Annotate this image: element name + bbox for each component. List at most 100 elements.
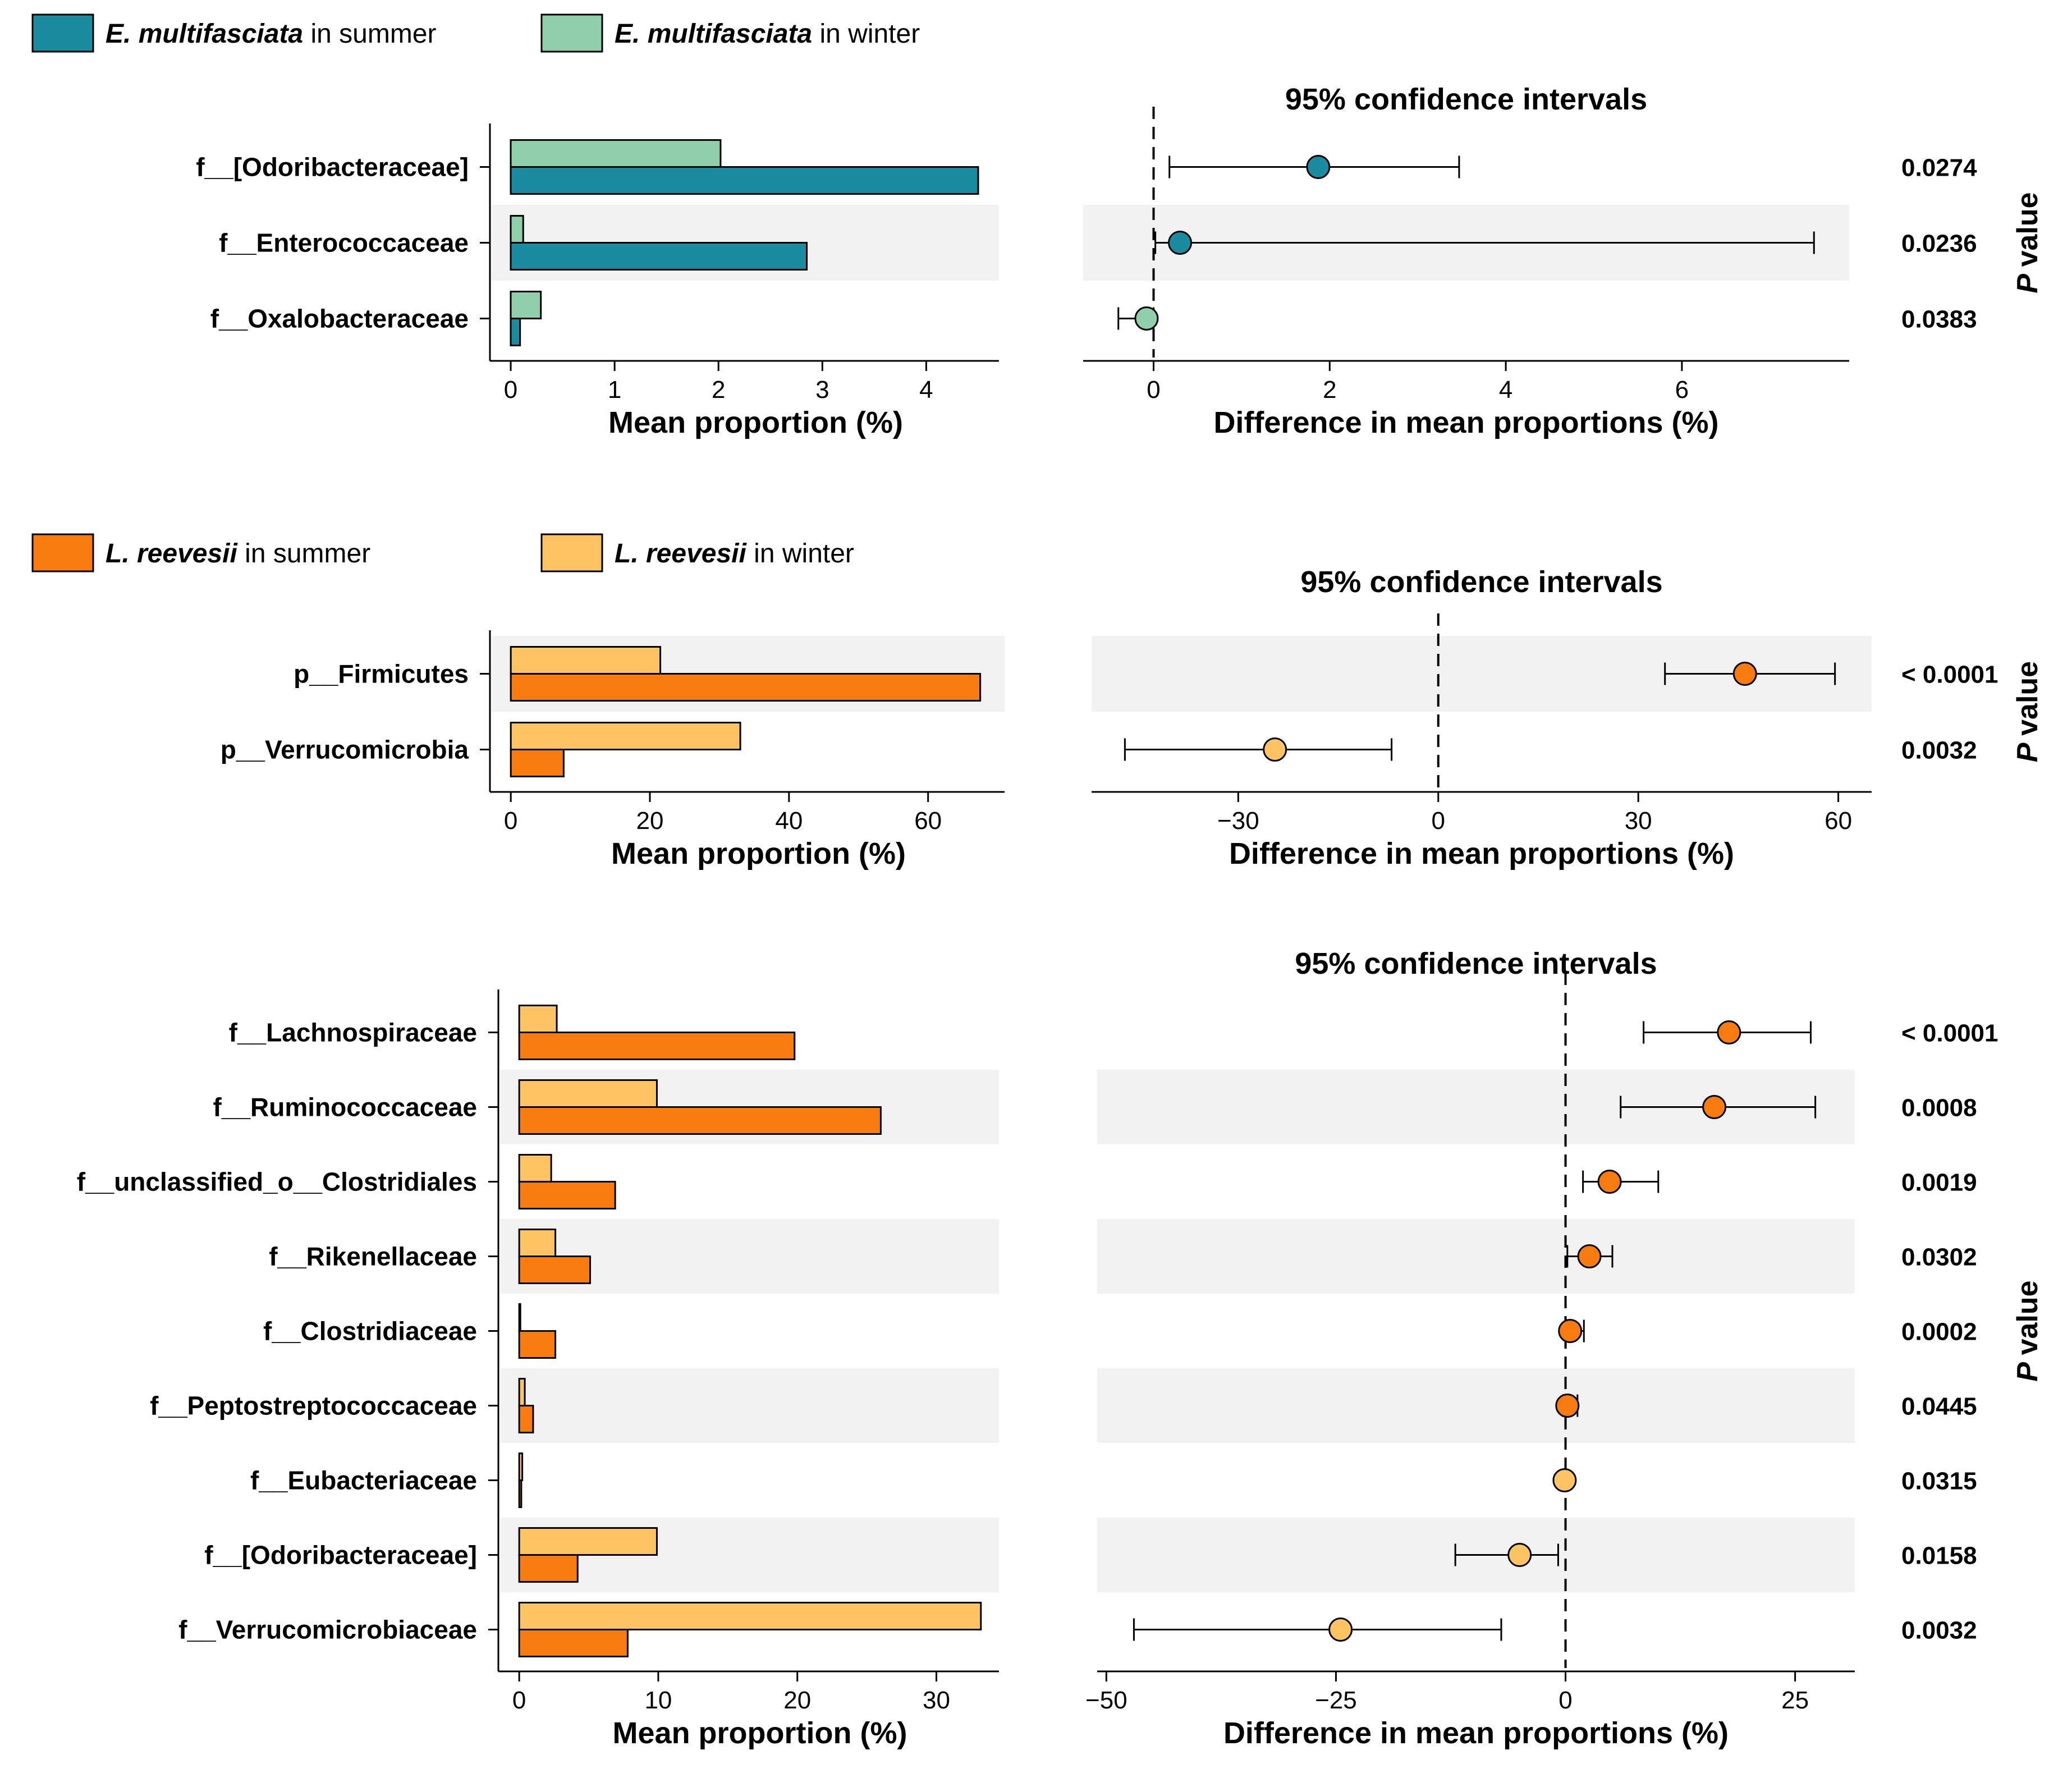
- x-tick-label: 60: [914, 807, 942, 835]
- ci-point-estimate: [1577, 1244, 1602, 1268]
- legend-label: L. reevesii in summer: [106, 539, 370, 569]
- p-value-label: 0.0002: [1901, 1318, 1977, 1346]
- x-tick-label: 4: [919, 376, 933, 404]
- category-label: p__Firmicutes: [294, 659, 469, 689]
- p-value-axis-title: P value: [2011, 661, 2044, 762]
- bar-winter: [518, 1602, 982, 1630]
- legend-species: L. reevesii: [106, 539, 238, 569]
- p-value-label: 0.0445: [1901, 1393, 1977, 1421]
- x-tick-label: −30: [1217, 807, 1259, 835]
- category-label: p__Verrucomicrobia: [221, 735, 469, 764]
- bar-summer: [518, 1629, 629, 1657]
- x-tick-label: 0: [1432, 807, 1445, 835]
- x-tick-label: 0: [512, 1687, 526, 1714]
- p-value-label: 0.0032: [1901, 1617, 1977, 1644]
- ci-point-estimate: [1263, 737, 1287, 762]
- ci-title: 95% confidence intervals: [1285, 83, 1647, 116]
- bar-summer: [518, 1256, 592, 1284]
- category-label: f__Ruminococcaceae: [213, 1093, 477, 1122]
- category-label: f__Lachnospiraceae: [229, 1018, 477, 1047]
- ci-point-estimate: [1597, 1170, 1622, 1194]
- ci-point-estimate: [1507, 1543, 1532, 1567]
- category-label: f__Oxalobacteraceae: [210, 304, 469, 333]
- x-tick-label: 1: [608, 376, 621, 404]
- p-letter: P: [2011, 1355, 2044, 1381]
- bar-summer: [518, 1330, 557, 1359]
- bar-summer: [518, 1479, 522, 1508]
- bar-summer: [518, 1554, 579, 1583]
- bar-winter: [518, 1452, 524, 1481]
- x-tick-label: 20: [783, 1687, 811, 1714]
- ci-point-estimate: [1552, 1468, 1577, 1492]
- p-value-label: 0.0019: [1901, 1169, 1977, 1197]
- bar-winter: [518, 1378, 526, 1406]
- category-label: f__unclassified_o__Clostridiales: [77, 1167, 477, 1197]
- ci-x-axis-title: Difference in mean proportions (%): [1213, 406, 1718, 439]
- legend-label: L. reevesii in winter: [615, 539, 854, 569]
- bar-x-axis-title: Mean proportion (%): [613, 1716, 907, 1750]
- x-tick-label: 20: [636, 807, 664, 835]
- p-value-label: < 0.0001: [1901, 1020, 1998, 1047]
- bar-summer: [510, 749, 565, 777]
- ci-point-estimate: [1558, 1319, 1583, 1343]
- bar-summer: [510, 242, 808, 271]
- p-letter: P: [2011, 736, 2044, 762]
- ci-point-estimate: [1717, 1020, 1741, 1044]
- x-tick-label: −25: [1315, 1687, 1357, 1714]
- x-tick-label: 40: [775, 807, 803, 835]
- bar-winter: [518, 1527, 658, 1556]
- bar-summer: [518, 1181, 616, 1209]
- bar-summer: [510, 166, 979, 195]
- category-label: f__[Odoribacteraceae]: [204, 1541, 477, 1570]
- ci-point-estimate: [1306, 155, 1331, 179]
- p-value-axis-title: P value: [2011, 1280, 2044, 1381]
- ci-point-estimate: [1134, 306, 1159, 331]
- bar-x-axis-title: Mean proportion (%): [611, 837, 906, 870]
- row-shading: [500, 1368, 999, 1443]
- x-tick-label: 4: [1499, 376, 1512, 404]
- category-label: f__Peptostreptococcaceae: [150, 1391, 477, 1421]
- bar-summer: [518, 1106, 882, 1135]
- ci-point-estimate: [1732, 662, 1757, 686]
- x-tick-label: 6: [1675, 376, 1689, 404]
- legend-label: E. multifasciata in summer: [106, 19, 437, 49]
- p-value-label: 0.0008: [1901, 1094, 1977, 1122]
- p-value-word: value: [2011, 192, 2044, 267]
- p-value-label: < 0.0001: [1901, 661, 1998, 689]
- p-value-label: 0.0236: [1901, 230, 1977, 258]
- legend-species: L. reevesii: [615, 539, 747, 569]
- legend-species: E. multifasciata: [106, 19, 303, 49]
- p-value-label: 0.0302: [1901, 1244, 1977, 1271]
- x-tick-label: −50: [1085, 1687, 1127, 1714]
- bar-winter: [510, 291, 542, 319]
- bar-summer: [518, 1405, 534, 1433]
- legend-season: in summer: [237, 539, 370, 569]
- bar-winter: [518, 1079, 658, 1108]
- category-label: f__Verrucomicrobiaceae: [178, 1615, 477, 1644]
- legend-season: in summer: [303, 19, 436, 49]
- p-value-word: value: [2011, 1280, 2044, 1355]
- x-tick-label: 10: [644, 1687, 672, 1714]
- bar-winter: [510, 139, 722, 168]
- bar-winter: [518, 1005, 558, 1033]
- ci-point-estimate: [1168, 231, 1193, 255]
- x-tick-label: 30: [1625, 807, 1652, 835]
- x-tick-label: 0: [504, 807, 517, 835]
- bar-winter: [510, 215, 524, 244]
- x-tick-label: 2: [712, 376, 725, 404]
- p-value-label: 0.0032: [1901, 737, 1977, 764]
- p-value-label: 0.0274: [1901, 154, 1977, 182]
- x-tick-label: 30: [923, 1687, 950, 1714]
- p-value-label: 0.0158: [1901, 1542, 1977, 1570]
- p-letter: P: [2011, 267, 2044, 293]
- ci-point-estimate: [1702, 1095, 1727, 1119]
- category-label: f__Enterococcaceae: [219, 228, 469, 258]
- legend-season: in winter: [746, 539, 854, 569]
- x-tick-label: 60: [1825, 807, 1852, 835]
- bar-winter: [518, 1229, 557, 1257]
- category-label: f__Rikenellaceae: [269, 1242, 477, 1271]
- p-value-label: 0.0315: [1901, 1468, 1977, 1495]
- legend-swatch-in-winter: [540, 533, 603, 572]
- bar-summer: [510, 318, 521, 346]
